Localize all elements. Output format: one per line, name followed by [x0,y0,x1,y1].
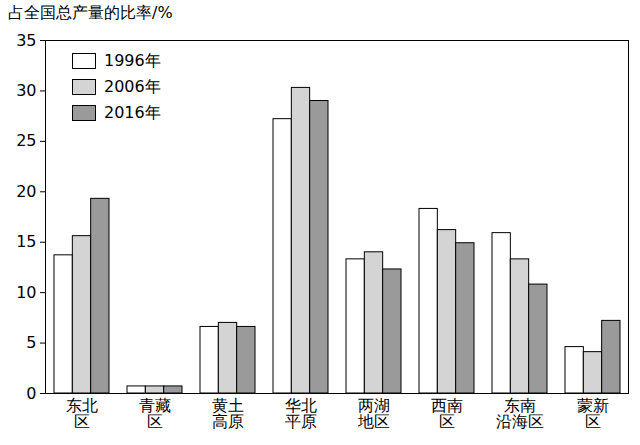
svg-text:华北平原: 华北平原 [285,396,317,431]
html-text:2006年: 2006年 [104,76,161,96]
html-text:2016年: 2016年 [104,102,161,122]
svg-text:15: 15 [16,232,36,251]
svg-text:西南区: 西南区 [431,396,463,431]
svg-text:10: 10 [16,283,36,302]
svg-text:20: 20 [16,182,36,201]
svg-text:蒙新区: 蒙新区 [577,396,609,431]
svg-text:东南沿海区: 东南沿海区 [496,396,544,431]
svg-text:0: 0 [26,384,36,403]
html-text:1996年: 1996年 [104,50,161,70]
svg-text:青藏区: 青藏区 [139,396,171,431]
svg-text:两湖地区: 两湖地区 [357,396,390,431]
svg-text:东北区: 东北区 [66,396,98,431]
svg-text:30: 30 [16,81,36,100]
svg-text:黄土高原: 黄土高原 [212,396,244,431]
svg-text:5: 5 [26,333,36,352]
svg-text:25: 25 [16,131,36,150]
html-text:占全国总产量的比率/%: 占全国总产量的比率/% [8,3,173,22]
svg-text:35: 35 [16,31,36,50]
